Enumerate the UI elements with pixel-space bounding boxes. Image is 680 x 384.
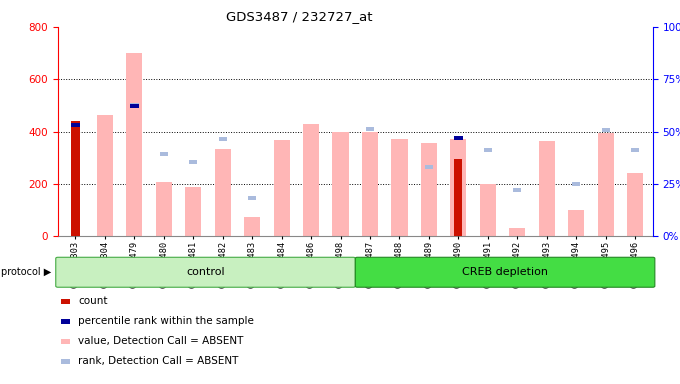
Bar	[273, 140, 290, 236]
Text: GDS3487 / 232727_at: GDS3487 / 232727_at	[226, 10, 373, 23]
Bar	[160, 152, 168, 156]
Bar	[483, 148, 492, 152]
Bar	[602, 128, 610, 132]
Text: percentile rank within the sample: percentile rank within the sample	[78, 316, 254, 326]
Bar	[71, 121, 80, 236]
Bar	[244, 217, 260, 236]
Bar	[598, 133, 614, 236]
Bar	[631, 148, 639, 152]
Bar	[627, 174, 643, 236]
Text: count: count	[78, 296, 107, 306]
Text: control: control	[186, 267, 225, 277]
Bar	[131, 103, 139, 108]
Bar	[185, 187, 201, 236]
Bar	[303, 124, 319, 236]
Bar	[362, 131, 378, 236]
Bar	[97, 115, 113, 236]
Text: rank, Detection Call = ABSENT: rank, Detection Call = ABSENT	[78, 356, 239, 366]
Bar	[366, 127, 374, 131]
Text: protocol ▶: protocol ▶	[1, 267, 52, 277]
Bar	[539, 141, 555, 236]
Bar	[425, 165, 433, 169]
Bar	[480, 184, 496, 236]
Text: CREB depletion: CREB depletion	[462, 267, 548, 277]
Bar	[189, 159, 197, 164]
Bar	[71, 123, 80, 127]
Bar	[131, 104, 139, 109]
Bar	[454, 136, 462, 140]
Bar	[421, 143, 437, 236]
Bar	[333, 131, 349, 236]
Bar	[572, 182, 580, 186]
Bar	[454, 159, 462, 236]
Text: value, Detection Call = ABSENT: value, Detection Call = ABSENT	[78, 336, 243, 346]
Bar	[156, 182, 172, 236]
Bar	[509, 228, 526, 236]
Bar	[215, 149, 231, 236]
Bar	[126, 53, 143, 236]
Bar	[513, 188, 522, 192]
Bar	[219, 137, 227, 141]
Bar	[392, 139, 407, 236]
Bar	[450, 139, 466, 236]
Bar	[248, 196, 256, 200]
Bar	[568, 210, 584, 236]
